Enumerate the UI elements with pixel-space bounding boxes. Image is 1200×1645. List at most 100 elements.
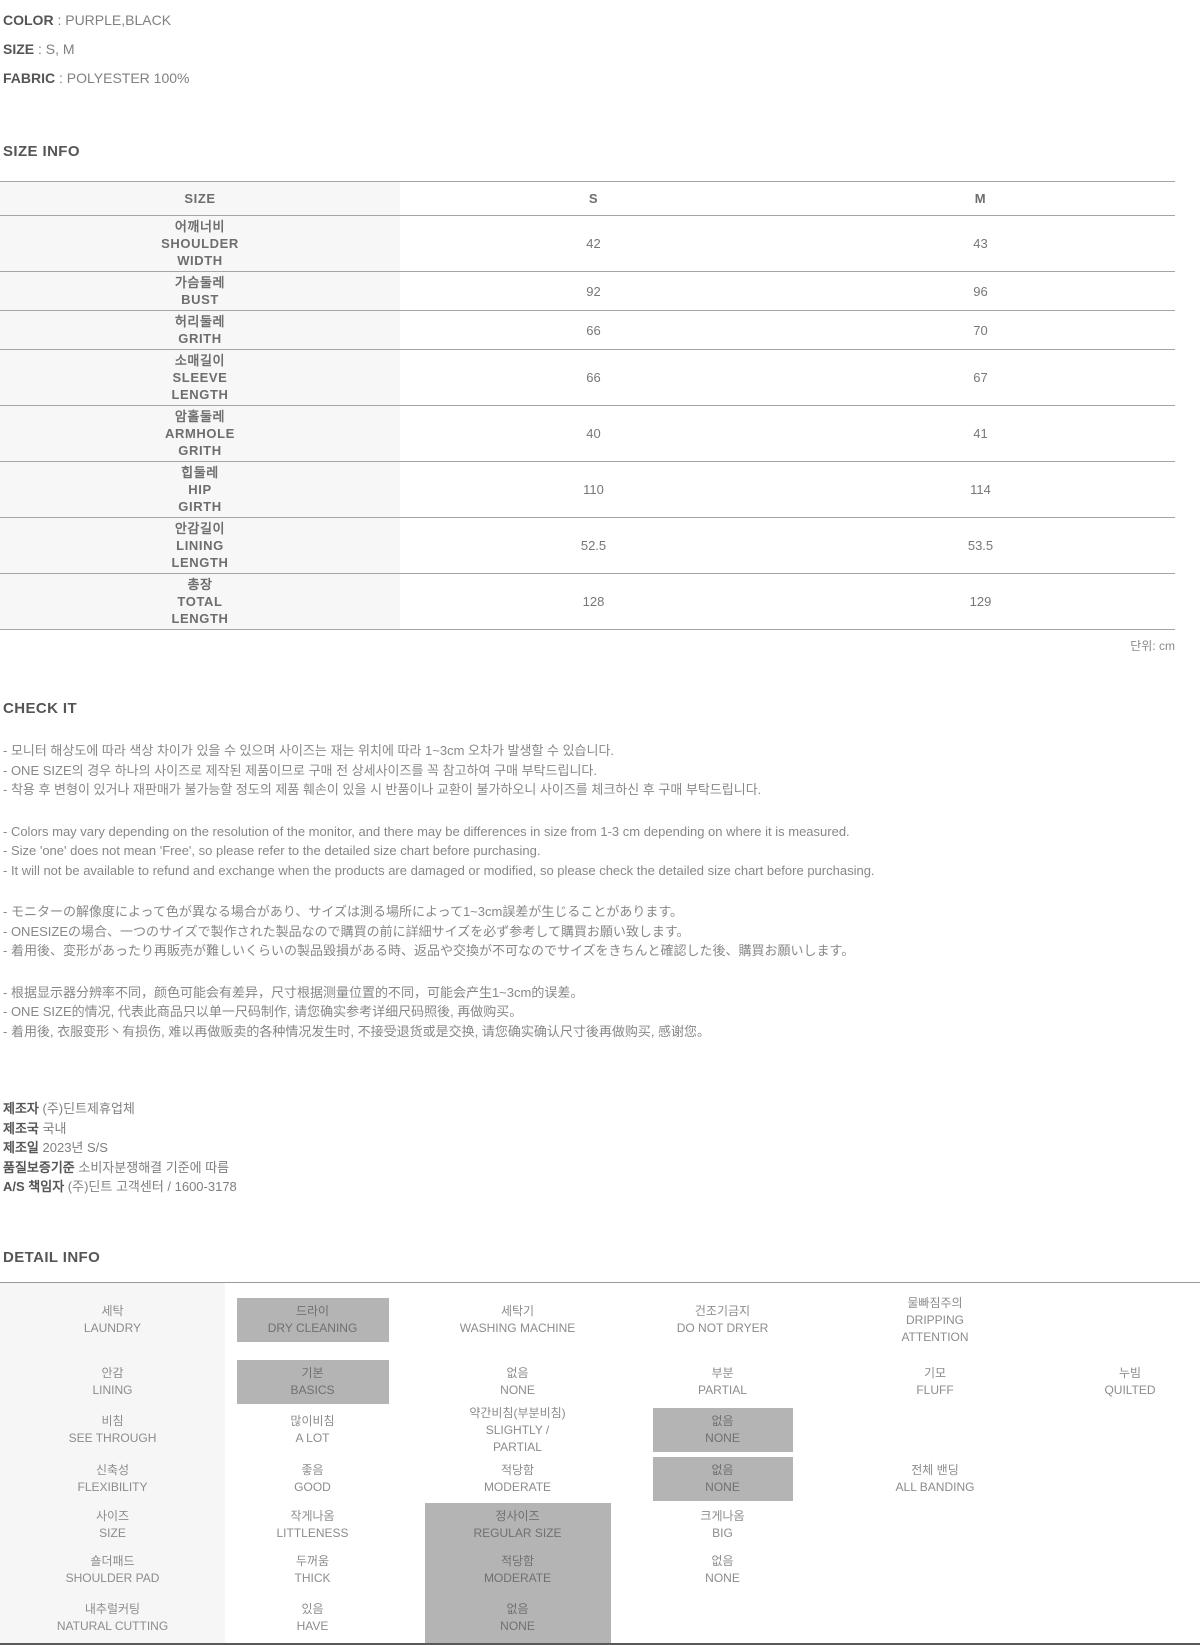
option-en: PARTIAL <box>698 1382 747 1397</box>
manufacturer-row: 제조국 국내 <box>3 1119 1200 1139</box>
option-ko: 두꺼움 <box>295 1554 330 1568</box>
measurement-label-ko: 어깨너비 <box>174 219 226 234</box>
size-table-row-armhole: 암홀둘레 ARMHOLE GRITH 40 41 <box>0 406 1175 462</box>
detail-option-selected: 기본 BASICS <box>236 1359 389 1404</box>
option-ko: 기본 <box>301 1365 324 1380</box>
measurement-value-m: 96 <box>973 283 988 299</box>
detail-option-selected: 적당함 MODERATE <box>424 1547 611 1593</box>
measurement-value-s: 42 <box>586 236 601 251</box>
option-ko: 많이비침 <box>290 1414 335 1428</box>
size-table-row-bust: 가슴둘레 BUST 92 96 <box>0 272 1175 311</box>
option-ko: 세탁기 <box>500 1304 535 1318</box>
measurement-label-en: TOTAL LENGTH <box>171 594 229 626</box>
option-en: GOOD <box>294 1479 331 1494</box>
option-ko: 드라이 <box>295 1304 330 1318</box>
option-en: NONE <box>500 1382 535 1397</box>
measurement-label-en: HIP GIRTH <box>178 482 222 514</box>
measurement-label-ko: 총장 <box>187 577 213 592</box>
measurement-label-en: SHOULDER WIDTH <box>161 236 239 268</box>
detail-option: 적당함 MODERATE <box>484 1462 551 1496</box>
option-en: NONE <box>705 1479 740 1494</box>
measurement-label-en: BUST <box>181 292 219 307</box>
detail-option-cell: 기본 BASICS <box>225 1358 400 1406</box>
option-ko: 건조기금지 <box>694 1304 751 1318</box>
detail-option-cell: 적당함 MODERATE <box>400 1455 635 1503</box>
detail-option-selected: 정사이즈 REGULAR SIZE <box>424 1502 611 1548</box>
detail-option-cell: 좋음 GOOD <box>225 1455 400 1503</box>
measurement-label-en: LINING LENGTH <box>171 538 229 570</box>
option-en: LITTLENESS <box>276 1526 349 1540</box>
option-en: SLIGHTLY / PARTIAL <box>485 1422 550 1454</box>
measurement-value-s: 128 <box>582 594 605 609</box>
manufacturer-value: 2023년 S/S <box>42 1140 108 1155</box>
detail-option: 부분 PARTIAL <box>698 1365 747 1399</box>
column-header-s: S <box>588 191 599 206</box>
attribute-label: FABRIC <box>3 70 56 86</box>
detail-info-heading: DETAIL INFO <box>3 1248 101 1266</box>
option-en: NONE <box>705 1571 740 1585</box>
measurement-label-en: SLEEVE LENGTH <box>171 370 229 402</box>
detail-option-cell: 많이비침 A LOT <box>225 1406 400 1455</box>
detail-option: 작게나옴 LITTLENESS <box>276 1508 348 1542</box>
measurement-label-ko: 허리둘레 <box>174 314 226 329</box>
manufacturer-label: 제조자 <box>3 1101 39 1116</box>
measurement-label: 총장 TOTAL LENGTH <box>0 574 400 629</box>
detail-category-laundry: 세탁 LAUNDRY <box>0 1282 225 1358</box>
category-en: LINING <box>92 1382 133 1397</box>
note-line: - It will not be available to refund and… <box>3 862 875 878</box>
option-ko: 있음 <box>301 1601 324 1616</box>
option-en: THICK <box>294 1571 331 1585</box>
option-ko: 전체 밴딩 <box>911 1462 959 1477</box>
detail-option-cell: 없음 NONE <box>635 1406 810 1455</box>
detail-option: 있음 HAVE <box>297 1601 329 1635</box>
measurement-value-m: 70 <box>973 322 988 338</box>
detail-option-cell: 정사이즈 REGULAR SIZE <box>400 1502 635 1548</box>
option-en: MODERATE <box>483 1571 552 1585</box>
note-line: - ONESIZEの場合、一つのサイズで製作された製品なので購買の前に詳細サイズ… <box>3 923 690 939</box>
notes-chinese: - 根据显示器分辨率不同，颜色可能会有差异，尺寸根据测量位置的不同，可能会产生1… <box>3 983 1200 1042</box>
option-ko: 적당함 <box>500 1554 535 1568</box>
detail-option: 기모 FLUFF <box>916 1365 953 1399</box>
check-it-heading: CHECK IT <box>3 700 78 717</box>
option-ko: 적당함 <box>500 1462 535 1477</box>
measurement-label-ko: 가슴둘레 <box>174 275 226 290</box>
detail-category-natural-cutting: 내추럴커팅 NATURAL CUTTING <box>0 1592 225 1643</box>
option-ko: 물빠짐주의 <box>907 1295 963 1310</box>
measurement-label: 어깨너비 SHOULDER WIDTH <box>0 216 400 271</box>
detail-option-cell: 있음 HAVE <box>225 1593 400 1643</box>
detail-option-cell: 세탁기 WASHING MACHINE <box>400 1283 635 1358</box>
detail-option: 많이비침 A LOT <box>290 1413 334 1447</box>
option-en: BIG <box>712 1526 733 1540</box>
attribute-fabric: FABRIC : POLYESTER 100% <box>3 64 1200 93</box>
size-table-row-total: 총장 TOTAL LENGTH 128 129 <box>0 574 1175 630</box>
option-ko: 없음 <box>711 1462 734 1477</box>
attribute-value: PURPLE,BLACK <box>65 12 172 28</box>
size-column-header: SIZE <box>0 182 400 215</box>
measurement-value-s: 110 <box>583 482 604 497</box>
detail-option-cell: 전체 밴딩 ALL BANDING <box>810 1455 1060 1503</box>
detail-option-cell: 없음 NONE <box>635 1455 810 1503</box>
manufacturer-row: 품질보증기준 소비자분쟁해결 기준에 따름 <box>3 1158 1200 1178</box>
purchase-notes: - 모니터 해상도에 따라 색상 차이가 있을 수 있으며 사이즈는 재는 위치… <box>0 741 1200 1041</box>
option-ko: 약간비침(부분비침) <box>469 1405 566 1420</box>
measurement-value-m: 67 <box>973 370 988 385</box>
option-en: REGULAR SIZE <box>473 1526 562 1540</box>
measurement-label-en: GRITH <box>178 331 222 346</box>
detail-option-cell: 부분 PARTIAL <box>635 1358 810 1406</box>
option-ko: 작게나옴 <box>290 1509 335 1523</box>
detail-option-cell: 크게나옴 BIG <box>635 1503 810 1548</box>
option-ko: 좋음 <box>301 1462 324 1477</box>
measurement-label: 안감길이 LINING LENGTH <box>0 518 400 573</box>
detail-category-shoulder-pad: 숄더패드 SHOULDER PAD <box>0 1547 225 1593</box>
measurement-label: 가슴둘레 BUST <box>0 272 400 310</box>
detail-option-selected: 드라이 DRY CLEANING <box>236 1298 389 1342</box>
detail-option-cell: 적당함 MODERATE <box>400 1547 635 1593</box>
manufacturer-value: (주)딘트제휴업체 <box>42 1101 135 1116</box>
category-en: FLEXIBILITY <box>77 1479 148 1494</box>
category-en: SEE THROUGH <box>68 1431 157 1445</box>
measurement-value-m: 114 <box>970 482 991 497</box>
detail-option-cell: 작게나옴 LITTLENESS <box>225 1503 400 1548</box>
attribute-label: COLOR <box>3 12 54 28</box>
detail-option-cell: 두꺼움 THICK <box>225 1548 400 1593</box>
measurement-value-s: 66 <box>586 322 601 338</box>
